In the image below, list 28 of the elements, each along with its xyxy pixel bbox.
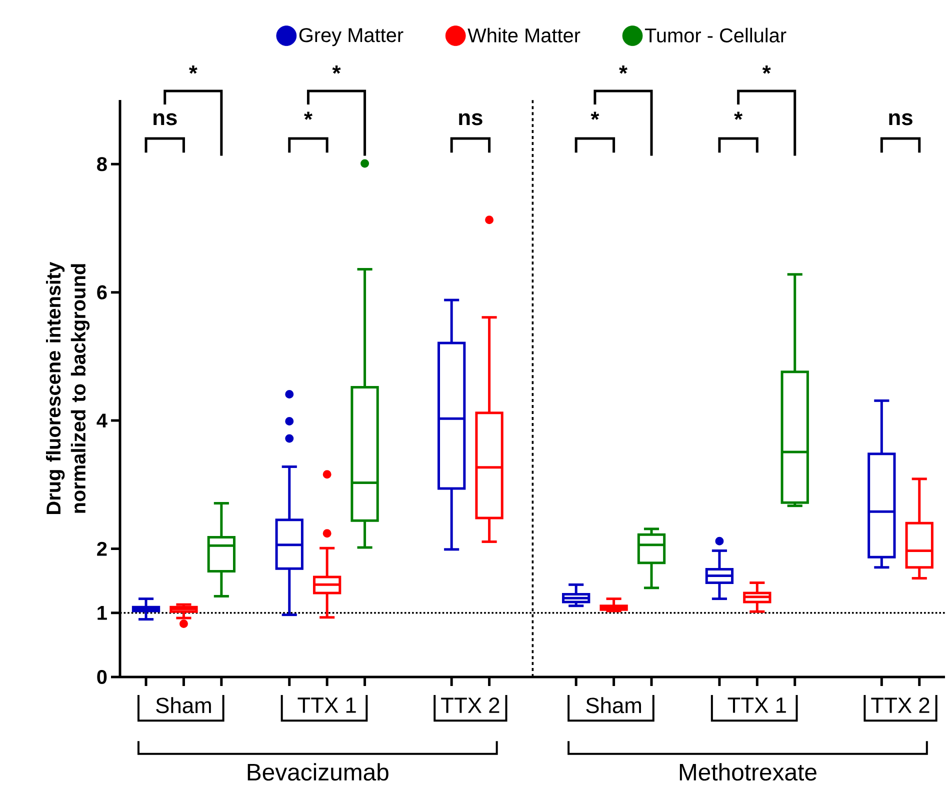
legend-label: Grey Matter [299,28,404,46]
legend-label: Tumor - Cellular [644,28,786,42]
text: * [619,66,628,74]
y-tick-label: 8 [97,157,107,172]
x-tick-label: Sham [156,697,211,714]
y-axis-title: Drug fluorescene intensity normalized to background [46,262,90,514]
annotation: * [304,112,312,120]
x-tick-label: Sham [586,697,641,714]
x-tick-label: TTX 2 [441,698,500,713]
y-tick-label: 4 [96,414,108,428]
x-tick-label: TTX 1 [728,698,786,713]
annotation: ns [459,113,482,126]
y-tick-label: 6 [97,285,107,300]
y-tick-label: 1 [98,606,107,620]
text: * [332,66,341,74]
x-tick-label: TTX 1 [298,698,356,713]
annotation: * [590,112,600,120]
y-tick-label: 0 [97,670,107,684]
text: * [188,66,198,74]
legend-label: White Matter [468,28,580,42]
annotation: * [734,112,743,120]
text: Bevacizumab [248,763,388,781]
text: * [762,66,771,74]
y-tick-label: 2 [97,542,107,556]
text: Methotrexate [680,763,816,781]
x-tick-label: TTX 2 [871,698,930,713]
annotation: ns [889,113,912,126]
annotation: ns [154,113,177,126]
